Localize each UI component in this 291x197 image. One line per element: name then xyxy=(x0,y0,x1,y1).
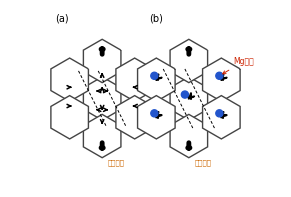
Polygon shape xyxy=(170,39,207,83)
Polygon shape xyxy=(138,96,175,139)
Polygon shape xyxy=(84,39,121,83)
Circle shape xyxy=(181,91,189,98)
Polygon shape xyxy=(116,58,153,101)
Polygon shape xyxy=(84,114,121,158)
Polygon shape xyxy=(84,77,121,120)
Polygon shape xyxy=(170,77,207,120)
Polygon shape xyxy=(51,58,88,101)
Circle shape xyxy=(151,72,158,79)
Polygon shape xyxy=(116,96,153,139)
Circle shape xyxy=(151,110,158,117)
Polygon shape xyxy=(203,96,240,139)
Circle shape xyxy=(216,110,223,117)
Text: (b): (b) xyxy=(150,14,163,24)
Circle shape xyxy=(216,72,223,79)
Text: 引張方吏: 引張方吏 xyxy=(195,160,212,166)
Polygon shape xyxy=(138,58,175,101)
Text: 引張方吏: 引張方吏 xyxy=(108,160,125,166)
Polygon shape xyxy=(203,58,240,101)
Text: (a): (a) xyxy=(55,14,68,24)
Polygon shape xyxy=(51,96,88,139)
Text: Mg原子: Mg原子 xyxy=(223,57,254,74)
Polygon shape xyxy=(170,114,207,158)
